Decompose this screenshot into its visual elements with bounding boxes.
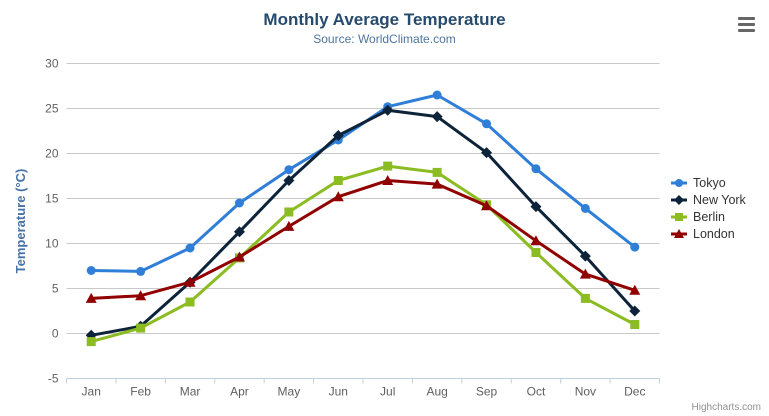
series-line-berlin[interactable] (89, 164, 637, 344)
triangle-legend-icon (671, 228, 687, 238)
data-point[interactable] (185, 243, 195, 253)
hamburger-menu-icon[interactable] (738, 17, 755, 32)
x-axis-tick-label: May (278, 385, 301, 399)
highcharts-credit[interactable]: Highcharts.com (691, 402, 761, 413)
series-marker-icon (674, 228, 684, 238)
data-point[interactable] (234, 198, 244, 208)
series-marker-icon (675, 178, 683, 187)
data-point[interactable] (233, 251, 245, 262)
legend-label: London (693, 226, 735, 241)
x-axis-tick-label: Nov (575, 385, 596, 399)
y-axis-tick-label: 0 (52, 327, 59, 341)
data-point[interactable] (580, 203, 590, 213)
data-point[interactable] (283, 175, 295, 186)
chart-title: Monthly Average Temperature (263, 10, 506, 29)
data-point[interactable] (184, 276, 196, 287)
y-axis-tick-label: 25 (45, 102, 59, 116)
legend-label: New York (693, 192, 746, 207)
data-point[interactable] (86, 337, 96, 347)
data-point[interactable] (283, 220, 295, 231)
hamburger-bar (738, 29, 755, 32)
legend-label: Berlin (693, 209, 725, 224)
data-point[interactable] (284, 207, 294, 217)
data-point[interactable] (482, 119, 492, 129)
data-point[interactable] (333, 176, 343, 185)
data-point[interactable] (630, 320, 640, 329)
x-axis-tick-label: Dec (624, 385, 645, 399)
y-axis-tick-label: 5 (52, 282, 59, 296)
data-point[interactable] (332, 191, 344, 202)
x-axis-tick-label: Aug (426, 385, 447, 399)
data-point[interactable] (233, 226, 245, 238)
legend-item-berlin[interactable]: Berlin (670, 208, 746, 225)
y-axis-tick-label: 10 (45, 237, 59, 251)
legend-item-tokyo[interactable]: Tokyo (670, 174, 746, 191)
data-point[interactable] (579, 268, 591, 279)
data-point[interactable] (135, 290, 147, 301)
series-line-london[interactable] (89, 179, 637, 300)
x-axis-tick-label: Apr (230, 385, 249, 399)
data-point[interactable] (431, 178, 443, 189)
y-axis-title: Temperature (°C) (13, 169, 28, 274)
data-point[interactable] (332, 130, 344, 141)
data-point[interactable] (382, 104, 394, 116)
hamburger-bar (738, 23, 755, 26)
data-point[interactable] (284, 165, 294, 175)
data-point[interactable] (136, 266, 146, 276)
x-axis-tick-label: Mar (180, 385, 201, 399)
data-point[interactable] (530, 235, 542, 246)
x-axis-tick-label: Oct (527, 385, 546, 399)
data-point[interactable] (432, 167, 442, 177)
y-axis-tick-label: 15 (45, 192, 59, 206)
data-point[interactable] (432, 90, 442, 100)
data-point[interactable] (431, 111, 443, 123)
x-axis-tick-label: Sep (476, 385, 498, 399)
data-point[interactable] (136, 323, 146, 333)
data-point[interactable] (629, 305, 641, 317)
data-point[interactable] (383, 161, 393, 171)
legend-label: Tokyo (693, 175, 726, 190)
data-point[interactable] (481, 147, 493, 159)
data-point[interactable] (531, 164, 541, 174)
data-point[interactable] (630, 242, 640, 252)
y-axis-tick-label: 30 (45, 57, 59, 71)
series-marker-icon (674, 194, 684, 205)
data-point[interactable] (86, 266, 96, 275)
legend: Tokyo New York Berlin London (670, 174, 746, 242)
diamond-legend-icon (671, 194, 687, 205)
data-point[interactable] (481, 200, 493, 211)
data-point[interactable] (85, 292, 97, 303)
series-marker-icon (675, 212, 683, 221)
data-point[interactable] (580, 293, 590, 303)
square-legend-icon (671, 212, 687, 221)
x-axis-tick-label: Jun (329, 385, 348, 399)
legend-item-london[interactable]: London (670, 225, 746, 242)
chart-subtitle: Source: WorldClimate.com (313, 32, 456, 46)
x-axis-tick-label: Jul (380, 385, 395, 399)
x-axis-tick-label: Jan (82, 385, 101, 399)
data-point[interactable] (629, 284, 641, 295)
series-line-new-york[interactable] (89, 108, 637, 337)
x-axis-tick-label: Feb (130, 385, 151, 399)
circle-legend-icon (671, 178, 687, 187)
y-axis-tick-label: 20 (45, 147, 59, 161)
data-point[interactable] (382, 175, 394, 185)
data-point[interactable] (185, 297, 195, 307)
data-point[interactable] (530, 201, 542, 213)
data-point[interactable] (531, 248, 541, 257)
data-point[interactable] (579, 250, 591, 262)
hamburger-bar (738, 17, 755, 20)
legend-item-new-york[interactable]: New York (670, 191, 746, 208)
y-axis-tick-label: -5 (48, 372, 59, 386)
